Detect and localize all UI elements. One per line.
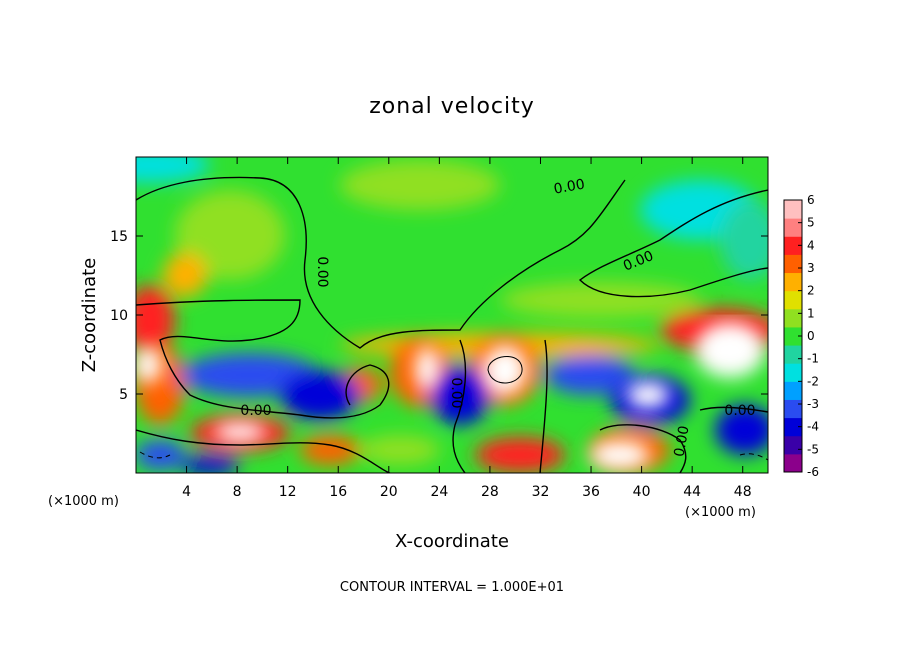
chart-title: zonal velocity bbox=[369, 94, 535, 119]
colorbar-swatch bbox=[784, 381, 802, 400]
colorbar-swatch bbox=[784, 200, 802, 219]
x-tick-label: 24 bbox=[430, 484, 448, 500]
colorbar: 6 5 4 3 2 1 0 -1 -2 -3 -4 -5 -6 bbox=[783, 193, 819, 479]
contour-label: 0.00 bbox=[671, 425, 692, 458]
colorbar-swatch bbox=[784, 326, 802, 346]
x-tick-label: 16 bbox=[329, 484, 347, 500]
contour-upper bbox=[136, 176, 626, 349]
contour-lower bbox=[136, 429, 391, 473]
y-tick-label: 5 bbox=[119, 387, 128, 403]
colorbar-tick-label: 2 bbox=[807, 284, 815, 298]
x-tick-label: 32 bbox=[532, 484, 550, 500]
contour-dash-left bbox=[139, 451, 171, 459]
contour-lines bbox=[136, 176, 768, 473]
colorbar-swatch bbox=[784, 435, 802, 455]
y-tick-label: 10 bbox=[110, 308, 128, 324]
colorbar-swatch bbox=[784, 254, 802, 274]
contour-label: 0.00 bbox=[553, 176, 586, 197]
contour-label: 0.00 bbox=[724, 403, 755, 419]
colorbar-swatch bbox=[784, 272, 802, 292]
x-tick-label: 8 bbox=[233, 484, 242, 500]
contour-blob-a bbox=[452, 339, 467, 473]
colorbar-swatch bbox=[784, 290, 802, 310]
contour-label: 0.00 bbox=[448, 377, 464, 408]
x-tick-label: 12 bbox=[279, 484, 297, 500]
colorbar-swatch bbox=[784, 308, 802, 328]
contour-left-mid bbox=[136, 299, 390, 419]
colorbar-swatch bbox=[784, 399, 802, 419]
contour-core bbox=[487, 355, 523, 384]
colorbar-tick-label: 6 bbox=[807, 193, 815, 207]
colorbar-tick-label: 0 bbox=[807, 329, 815, 343]
heatmap-field bbox=[136, 157, 768, 473]
contour-interval-note: CONTOUR INTERVAL = 1.000E+01 bbox=[340, 580, 564, 595]
contour-labels: 0.00 0.00 0.00 0.00 0.00 0.00 0.00 bbox=[240, 176, 755, 458]
contour-label: 0.00 bbox=[314, 256, 330, 287]
colorbar-swatch bbox=[784, 345, 802, 364]
colorbar-tick-label: -3 bbox=[807, 397, 819, 411]
colorbar-tick-label: -1 bbox=[807, 352, 819, 366]
field-blobs bbox=[136, 157, 768, 473]
colorbar-swatch bbox=[784, 417, 802, 437]
x-tick-label: 4 bbox=[182, 484, 191, 500]
colorbar-swatch bbox=[784, 218, 802, 237]
colorbar-tick-label: -2 bbox=[807, 374, 819, 388]
x-tick-label: 28 bbox=[481, 484, 499, 500]
contour-label: 0.00 bbox=[240, 403, 271, 419]
field-cores bbox=[136, 322, 765, 470]
colorbar-swatch bbox=[784, 236, 802, 255]
x-unit-left: (×1000 m) bbox=[48, 494, 119, 509]
x-tick-label: 36 bbox=[582, 484, 600, 500]
colorbar-tick-label: 3 bbox=[807, 261, 815, 275]
contour-right-lower bbox=[699, 406, 768, 413]
x-axis-label: X-coordinate bbox=[395, 531, 509, 552]
y-tick-label: 15 bbox=[110, 229, 128, 245]
y-axis: 5 10 15 bbox=[110, 229, 768, 403]
contour-right bbox=[578, 189, 768, 298]
x-unit-right: (×1000 m) bbox=[685, 505, 756, 520]
x-tick-label: 48 bbox=[734, 484, 752, 500]
colorbar-tick-label: 5 bbox=[807, 216, 815, 230]
colorbar-tick-label: 4 bbox=[807, 238, 815, 252]
colorbar-swatch bbox=[784, 453, 802, 473]
x-tick-label: 40 bbox=[633, 484, 651, 500]
contour-dash-right bbox=[739, 453, 768, 461]
colorbar-tick-label: -5 bbox=[807, 442, 819, 456]
x-axis: 4 8 12 16 20 24 28 32 36 40 44 48 bbox=[182, 157, 752, 500]
colorbar-tick-label: -4 bbox=[807, 420, 819, 434]
colorbar-tick-label: 1 bbox=[807, 306, 815, 320]
colorbar-tick-label: -6 bbox=[807, 465, 819, 479]
x-tick-label: 44 bbox=[683, 484, 701, 500]
contour-blob-b bbox=[539, 339, 548, 473]
y-axis-label: Z-coordinate bbox=[79, 258, 100, 373]
x-tick-label: 20 bbox=[380, 484, 398, 500]
colorbar-swatch bbox=[784, 363, 802, 382]
contour-blob-c bbox=[599, 424, 687, 473]
